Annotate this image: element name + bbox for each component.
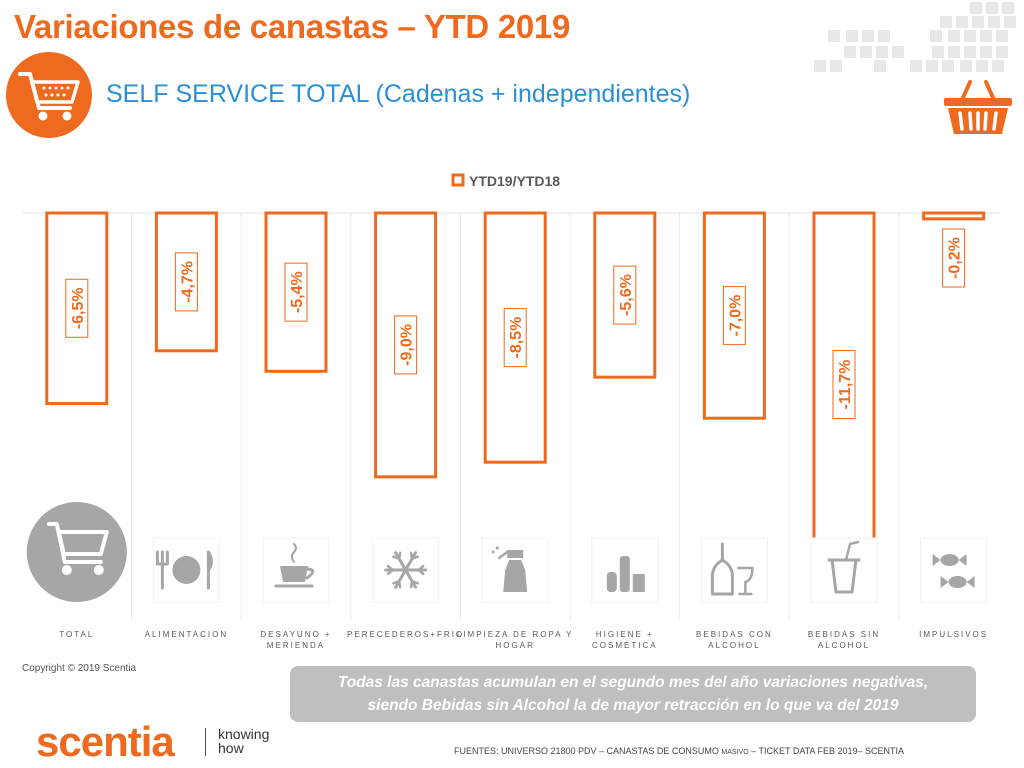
basket-icon	[944, 80, 1012, 134]
soda-cup-icon	[810, 537, 878, 603]
category-separators	[131, 213, 900, 620]
category-label: MERIENDA	[267, 641, 325, 650]
decorative-squares	[814, 2, 1016, 72]
sources-part1: FUENTES: UNIVERSO 21800 PDV – CANASTAS D…	[454, 746, 722, 756]
bar	[702, 211, 766, 420]
category-label: TOTAL	[59, 630, 94, 639]
data-label: -5,6%	[613, 265, 637, 325]
page-subtitle: SELF SERVICE TOTAL (Cadenas + independie…	[106, 80, 691, 108]
logo-tagline: knowing how	[218, 727, 269, 755]
category-label: LIMPIEZA DE ROPA Y	[457, 630, 574, 639]
bar	[154, 211, 218, 353]
coffee-cup-icon	[262, 537, 330, 603]
category-label: ALIMENTACION	[145, 630, 228, 639]
wine-bottle-glass-icon	[700, 537, 768, 603]
candy-icon	[920, 537, 988, 603]
bar	[264, 211, 328, 373]
data-label: -7,0%	[722, 286, 746, 346]
page-title: Variaciones de canastas – YTD 2019	[14, 8, 571, 45]
legend-swatch	[451, 173, 465, 187]
data-label-text: -4,7%	[179, 261, 196, 303]
category-label: COSMÉTICA	[592, 641, 658, 650]
sources-part2: – TICKET DATA FEB 2019– SCENTIA	[748, 746, 905, 756]
bar	[483, 211, 547, 464]
category-label: DESAYUNO +	[260, 630, 331, 639]
data-label-text: -6,5%	[70, 287, 87, 329]
data-label: -4,7%	[174, 252, 198, 312]
sources-small: MASIVO	[721, 749, 749, 756]
data-label: -0,2%	[942, 228, 966, 288]
bar	[593, 211, 657, 379]
category-icons	[26, 502, 988, 603]
category-label: IMPULSIVOS	[919, 630, 988, 639]
cosmetics-icon	[591, 537, 659, 603]
tagline-line2: how	[218, 740, 244, 756]
data-label: -5,4%	[284, 262, 308, 322]
bar	[374, 211, 438, 479]
snowflake-icon	[372, 537, 440, 603]
bar	[922, 211, 986, 221]
category-label: BEBIDAS CON	[696, 630, 773, 639]
bar-series	[45, 211, 986, 558]
category-label: ALCOHOL	[818, 641, 870, 650]
category-label: PERECEDEROS+FRIO	[347, 630, 464, 639]
data-label-text: -8,5%	[508, 317, 525, 359]
data-label-text: -0,2%	[947, 237, 964, 279]
tagline-line1: knowing	[218, 726, 270, 742]
legend-label: YTD19/YTD18	[469, 173, 560, 189]
data-label: -8,5%	[503, 308, 527, 368]
summary-note-line1: Todas las canastas acumulan en el segund…	[337, 674, 929, 691]
category-label: HIGIENE +	[596, 630, 654, 639]
summary-note: Todas las canastas acumulan en el segund…	[290, 666, 976, 722]
summary-note-line2: siendo Bebidas sin Alcohol la de mayor r…	[367, 697, 899, 714]
spray-bottle-icon	[481, 537, 549, 603]
plate-cutlery-icon	[152, 537, 220, 603]
data-label-text: -5,4%	[289, 271, 306, 313]
category-label: ALCOHOL	[708, 641, 760, 650]
data-label-text: -5,6%	[618, 274, 635, 316]
category-labels: TOTAL ALIMENTACION DESAYUNO + MERIENDA PEREC…	[59, 630, 988, 650]
category-label: HOGAR	[496, 641, 535, 650]
data-label: -6,5%	[65, 278, 89, 338]
data-label: -9,0%	[394, 315, 418, 375]
copyright-text: Copyright © 2019 Scentia	[22, 663, 137, 674]
basket-variation-chart: YTD19/YTD18 -6,5% -4,7% -5,4% -9,0% -8,5% -5,…	[22, 173, 1000, 650]
logo-divider	[205, 728, 206, 756]
chart-legend: YTD19/YTD18	[451, 173, 560, 189]
category-label: BEBIDAS SIN	[808, 630, 880, 639]
data-label: -11,7%	[832, 350, 856, 419]
data-label-text: -9,0%	[399, 324, 416, 366]
bar	[45, 211, 109, 406]
cart-badge	[6, 52, 92, 138]
shopping-cart-icon	[18, 72, 80, 121]
data-labels: -6,5% -4,7% -5,4% -9,0% -8,5% -5,6% -7,0% -11,7…	[65, 228, 966, 419]
data-label-text: -11,7%	[837, 360, 854, 410]
sources-text: FUENTES: UNIVERSO 21800 PDV – CANASTAS D…	[454, 746, 904, 756]
cart-icon	[26, 502, 127, 602]
scentia-logo: scentia	[36, 718, 175, 765]
data-label-text: -7,0%	[727, 295, 744, 337]
